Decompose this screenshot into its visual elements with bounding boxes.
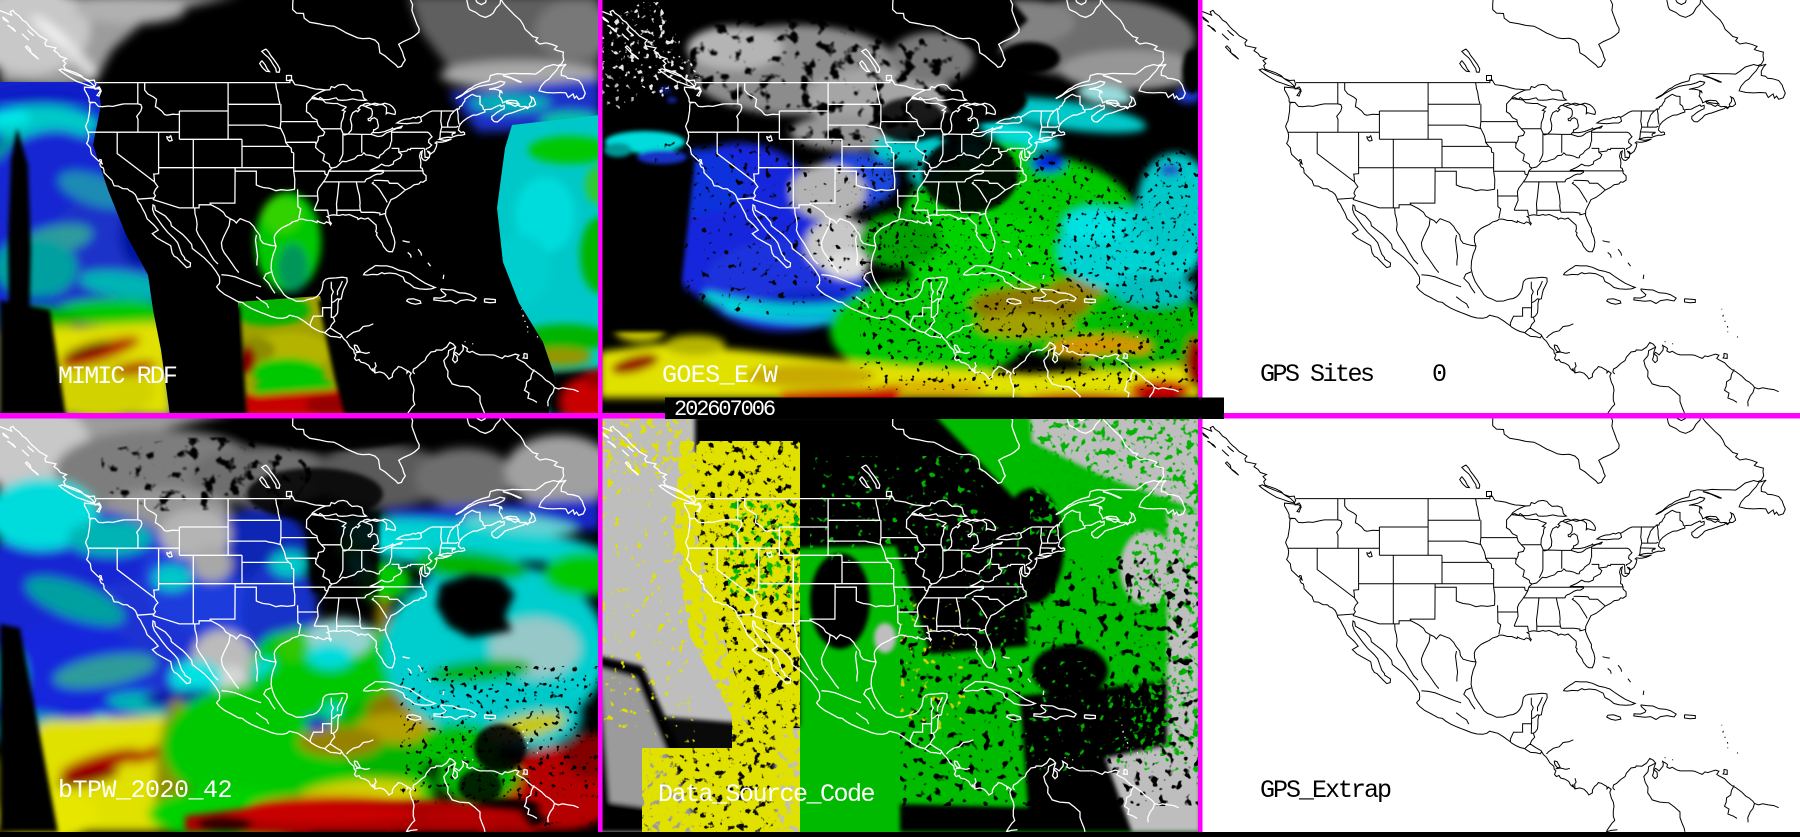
svg-text:bTPW_2020_42: bTPW_2020_42 <box>58 776 232 805</box>
svg-text:MIMIC RDF: MIMIC RDF <box>58 362 177 391</box>
svg-text:GPS Sites: GPS Sites <box>1260 360 1373 389</box>
svg-text:GOES_E/W: GOES_E/W <box>662 361 778 390</box>
svg-text:GPS_Extrap: GPS_Extrap <box>1260 776 1391 805</box>
svg-text:202607006: 202607006 <box>674 397 775 422</box>
svg-text:Data_Source_Code: Data_Source_Code <box>658 780 875 809</box>
svg-text:0: 0 <box>1432 360 1447 389</box>
